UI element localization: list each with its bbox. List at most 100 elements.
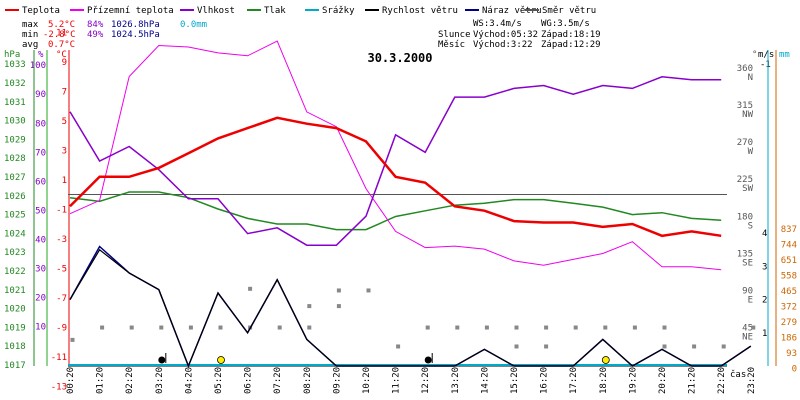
tick-dir: 315: [737, 101, 753, 111]
tick-hpa: 1033: [4, 60, 26, 70]
tick-mm: 0: [792, 365, 797, 375]
tick-dir: 180: [737, 212, 753, 222]
stat-mesic: Měsíc: [438, 40, 465, 50]
tick-mm: 279: [781, 318, 797, 328]
moon-set-icon: [424, 356, 432, 364]
tick-time: 18:20: [599, 367, 609, 394]
tick-mm: 186: [781, 334, 797, 344]
tick-dir-label: S: [748, 221, 753, 231]
tick-mm: 372: [781, 303, 797, 313]
stat-max-rain: 0.0mm: [180, 20, 207, 30]
tick-hpa: 1020: [4, 305, 26, 315]
tick-c: 1: [62, 176, 67, 186]
wind-dir-point: [129, 325, 134, 330]
series-temperature: [69, 116, 722, 238]
tick-c: 11: [56, 28, 67, 38]
stats-panel: max 5.2°C 84% 1026.8hPa 0.0mm min -2.8°C…: [22, 19, 601, 50]
chart-title: 30.3.2000: [367, 51, 432, 65]
tick-time: 10:20: [362, 367, 372, 394]
tick-mm: 837: [781, 225, 797, 235]
tick-wind: 4: [762, 229, 767, 239]
tick-dir-label: SW: [742, 184, 753, 194]
tick-c: 3: [62, 146, 67, 156]
series-pressure: [69, 191, 722, 231]
stat-slunce-vychod: Východ:05:32: [473, 30, 538, 40]
wind-dir-point: [159, 325, 164, 330]
wind-dir-point: [366, 288, 371, 293]
wind-dir-point: [425, 325, 430, 330]
series-humidity: [69, 76, 722, 246]
tick-hpa: 1021: [4, 286, 26, 296]
tick-hpa: 1025: [4, 211, 26, 221]
tick-time: 02:20: [125, 367, 135, 394]
stat-mesic-vychod: Východ:3:22: [473, 40, 533, 50]
tick-mm: 93: [786, 349, 797, 359]
tick-pct: 80: [35, 119, 46, 129]
wind-dir-point: [544, 344, 549, 349]
tick-pct: 30: [35, 264, 46, 274]
tick-dir: 90: [742, 286, 753, 296]
tick-mm: 465: [781, 287, 797, 297]
wind-dir-point: [573, 325, 578, 330]
tick-time: 08:20: [303, 367, 313, 394]
tick-c: -1: [56, 205, 67, 215]
wind-dir-point: [396, 344, 401, 349]
legend-label-3: Tlak: [264, 6, 286, 16]
tick-hpa: 1023: [4, 248, 26, 258]
tick-time: 15:20: [510, 367, 520, 394]
tick-wind: 2: [762, 296, 767, 306]
tick-pct: 60: [35, 177, 46, 187]
wind-dir-point: [603, 325, 608, 330]
series-ground-temp: [69, 40, 722, 271]
series: [68, 40, 756, 369]
tick-dir-label: W: [748, 147, 754, 157]
tick-time: 06:20: [244, 367, 254, 394]
tick-time: 04:20: [184, 367, 194, 394]
wind-dir-point: [336, 288, 341, 293]
tick-c: 7: [62, 87, 67, 97]
stat-ws: WS:3.4m/s: [473, 19, 522, 29]
wind-dir-point: [307, 304, 312, 309]
tick-time: 19:20: [628, 367, 638, 394]
tick-hpa: 1026: [4, 192, 26, 202]
tick-c: -13: [51, 382, 67, 392]
wind-dir-point: [514, 325, 519, 330]
tick-c: -9: [56, 323, 67, 333]
tick-wind: 3: [762, 262, 767, 272]
legend-label-2: Vlhkost: [197, 6, 235, 16]
stat-avg-temp: 0.7°C: [48, 40, 75, 50]
legend: Teplota Přízemní teplota Vlhkost Tlak Srážky…: [5, 6, 596, 16]
stat-max-label: max: [22, 20, 39, 30]
legend-label-4: Srážky: [322, 6, 355, 16]
tick-pct: 50: [35, 206, 46, 216]
tick-dir-label: NW: [742, 110, 753, 120]
wind-dir-point: [662, 325, 667, 330]
wind-dir-point: [277, 325, 282, 330]
tick-pct: 100: [30, 61, 46, 71]
tick-time: 20:20: [658, 367, 668, 394]
tick-time: 16:20: [540, 367, 550, 394]
tick-hpa: 1019: [4, 323, 26, 333]
axis-pct-unit: %: [38, 50, 44, 60]
tick-pct: 70: [35, 148, 46, 158]
sun-rise-icon: [217, 356, 225, 364]
tick-dir: 135: [737, 249, 753, 259]
stat-avg-label: avg: [22, 40, 38, 50]
tick-mm: 558: [781, 272, 797, 282]
wind-dir-point: [692, 344, 697, 349]
wind-dir-point: [721, 344, 726, 349]
tick-hpa: 1024: [4, 229, 26, 239]
legend-label-0: Teplota: [22, 6, 60, 16]
wind-dir-point: [336, 304, 341, 309]
wind-dir-point: [544, 325, 549, 330]
tick-time: 03:20: [155, 367, 165, 394]
tick-mm: 651: [781, 256, 797, 266]
axis-ms-unit: m/s: [758, 50, 774, 60]
tick-time: 12:20: [421, 367, 431, 394]
tick-c: -11: [51, 353, 67, 363]
tick-c: -7: [56, 294, 67, 304]
stat-max-hum: 84%: [87, 20, 104, 30]
stat-max-press: 1026.8hPa: [111, 20, 160, 30]
axes: hPa% °C ° m/s mm-1čas10331032103110301029102…: [4, 28, 797, 394]
